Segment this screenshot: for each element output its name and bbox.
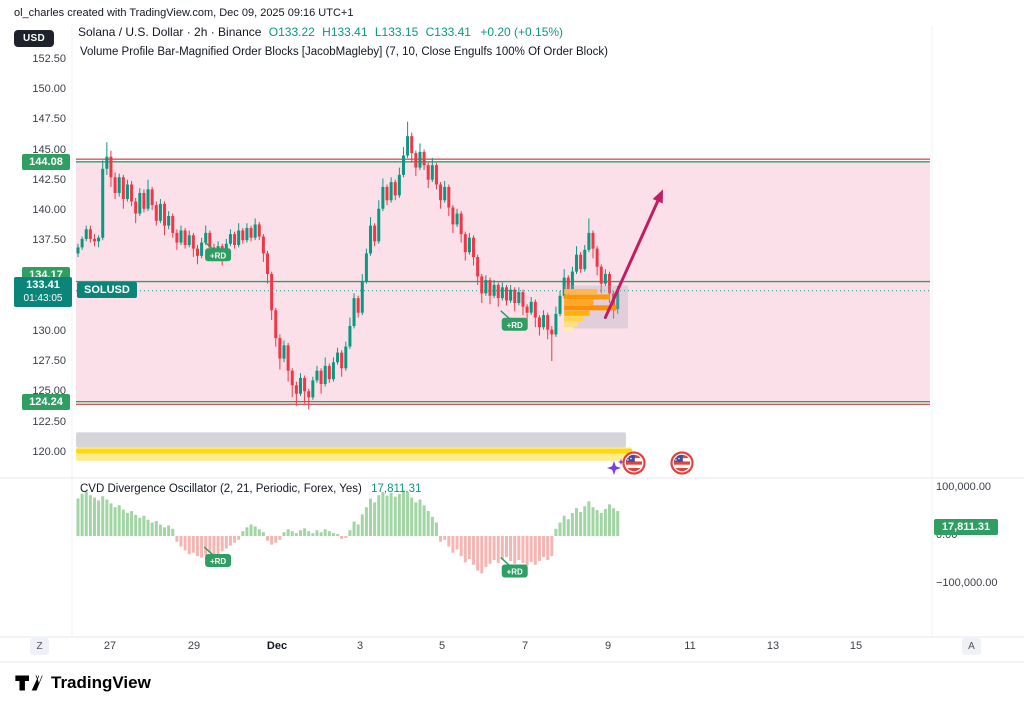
cvd-histogram-layer: [76, 490, 620, 574]
price-tick-label: 142.50: [32, 173, 66, 186]
rd-divergence-label: +RD: [203, 546, 232, 567]
timezone-badge-right[interactable]: A: [962, 638, 981, 655]
price-change: +0.20 (+0.15%): [480, 25, 564, 39]
cvd-tick-label: 100,000.00: [936, 481, 992, 493]
sticker-sparkle-icon[interactable]: [607, 458, 625, 475]
time-axis-label: 13: [766, 640, 780, 652]
last-price-value: 133.41: [26, 278, 60, 291]
tradingview-logo[interactable]: TradingView: [14, 672, 151, 694]
timezone-badge-left[interactable]: Z: [30, 638, 49, 655]
time-axis-label: 7: [521, 640, 529, 652]
symbol-title[interactable]: Solana / U.S. Dollar · 2h · Binance: [78, 25, 262, 39]
time-axis-label: 15: [849, 640, 863, 652]
attribution-text: ol_charles created with TradingView.com,…: [14, 7, 354, 19]
candles-layer: [76, 121, 620, 410]
sticker-flag-face-icon[interactable]: [622, 451, 646, 475]
rd-divergence-label: +RD: [500, 310, 528, 331]
price-tick-label: 145.00: [32, 143, 66, 156]
tradingview-logo-icon: [15, 675, 43, 691]
ohlc-close: C133.41: [425, 25, 471, 39]
time-axis-label: Dec: [266, 640, 288, 652]
rd-divergence-label: +RD: [500, 556, 528, 578]
cvd-value: 17,811.31: [371, 483, 422, 495]
time-axis-label: 29: [187, 640, 201, 652]
trend-arrow-drawing[interactable]: [603, 189, 664, 320]
time-axis-label: 27: [103, 640, 117, 652]
svg-text:+RD: +RD: [210, 251, 226, 260]
cvd-value-badge: 17,811.31: [934, 519, 998, 536]
price-tick-label: 137.50: [32, 234, 66, 247]
price-tick-label: 120.00: [32, 445, 66, 458]
ohlc-open: O133.22: [268, 25, 315, 39]
sticker-flag-face-icon[interactable]: [670, 451, 694, 475]
time-axis-label: 11: [684, 640, 696, 652]
time-axis-label: 9: [604, 640, 612, 652]
currency-unit-badge[interactable]: USD: [14, 30, 55, 47]
chart-legend[interactable]: Solana / U.S. Dollar · 2h · Binance O133…: [78, 25, 563, 39]
price-tick-label: 130.00: [32, 325, 66, 338]
ohlc-high: H133.41: [322, 25, 368, 39]
last-price-badge: 133.41 01:43:05: [14, 276, 72, 307]
svg-text:+RD: +RD: [507, 321, 523, 330]
time-axis-label: 3: [356, 640, 364, 652]
symbol-tag: SOLUSD: [77, 281, 137, 298]
price-tick-label: 140.00: [32, 204, 66, 217]
price-tick-label: 150.00: [32, 83, 66, 96]
price-tick-label: 122.50: [32, 415, 66, 428]
price-tick-label: 152.50: [32, 53, 66, 65]
ohlc-low: L133.15: [374, 25, 419, 39]
bar-countdown: 01:43:05: [23, 292, 63, 304]
price-tick-label: 147.50: [32, 113, 66, 126]
level-band: [76, 448, 633, 454]
cvd-title[interactable]: CVD Divergence Oscillator (2, 21, Period…: [80, 483, 362, 495]
price-tick-label: 127.50: [32, 355, 66, 368]
indicator-legend[interactable]: Volume Profile Bar-Magnified Order Block…: [80, 46, 608, 58]
tradingview-logo-text: TradingView: [51, 673, 151, 692]
rd-divergence-label: +RD: [203, 240, 232, 262]
cvd-tick-label: −100,000.00: [936, 577, 998, 589]
price-level-badge: 124.24: [22, 393, 70, 410]
volume-profile-bars: [564, 289, 617, 333]
svg-text:+RD: +RD: [210, 557, 226, 566]
price-level-badge: 144.08: [22, 153, 70, 170]
level-band: [76, 432, 626, 448]
svg-text:+RD: +RD: [507, 568, 523, 577]
cvd-legend[interactable]: CVD Divergence Oscillator (2, 21, Period…: [80, 483, 421, 495]
time-axis-label: 5: [438, 640, 446, 652]
